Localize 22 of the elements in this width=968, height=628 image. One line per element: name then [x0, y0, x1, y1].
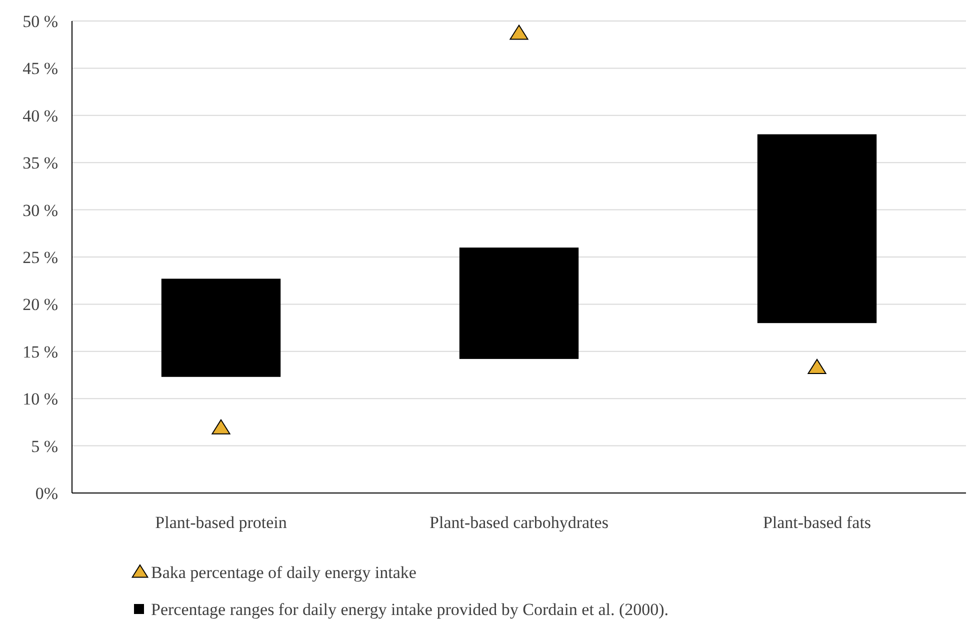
x-tick-label: Plant-based protein	[155, 513, 288, 532]
bar	[757, 134, 877, 324]
y-tick-label: 5 %	[31, 436, 58, 456]
x-tick-label: Plant-based carbohydrates	[430, 513, 608, 532]
y-tick-label: 0%	[35, 484, 58, 503]
point	[808, 358, 826, 374]
y-tick-label: 45 %	[22, 59, 58, 78]
y-tick-label: 20 %	[22, 295, 58, 314]
legend-label: Percentage ranges for daily energy intake provided by Cordain et al. (2000).	[151, 600, 669, 619]
point	[510, 24, 528, 40]
point	[212, 419, 230, 434]
y-tick-label: 10 %	[22, 390, 58, 409]
y-tick-label: 30 %	[22, 200, 58, 220]
y-tick-label: 50 %	[22, 12, 58, 31]
x-tick-label: Plant-based fats	[762, 513, 872, 532]
legend-label: Baka percentage of daily energy intake	[151, 562, 416, 582]
y-tick-label: 35 %	[22, 154, 58, 173]
bar	[161, 278, 281, 377]
y-tick-label: 40 %	[22, 106, 58, 126]
bar	[459, 248, 579, 359]
y-tick-label: 15 %	[22, 342, 58, 362]
y-tick-label: 25 %	[22, 248, 58, 267]
